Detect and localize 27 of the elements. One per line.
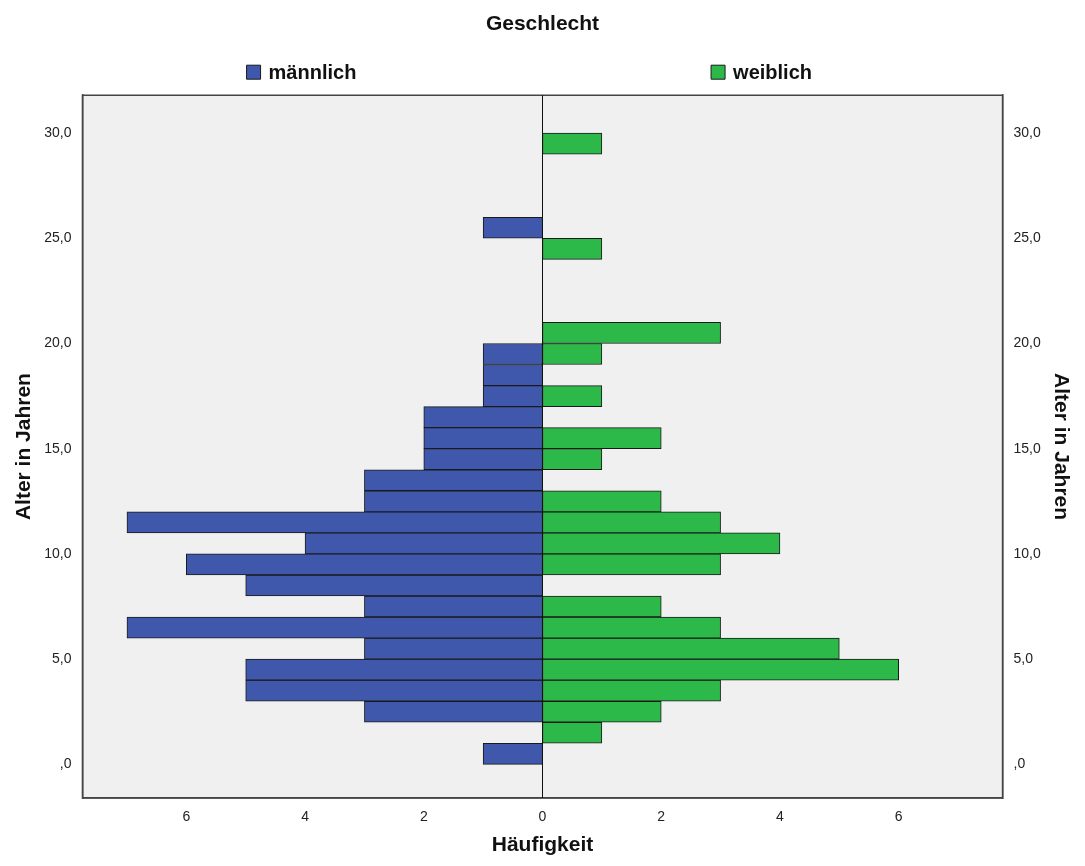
x-tick-label: 4 xyxy=(776,808,785,825)
x-axis-title: Häufigkeit xyxy=(491,832,594,856)
legend-label: männlich xyxy=(268,61,357,84)
y2-tick-label: 30,0 xyxy=(1013,123,1042,140)
x-tick-label: 2 xyxy=(419,808,428,825)
y-tick-label: 15,0 xyxy=(44,439,72,456)
x-tick-label: 6 xyxy=(182,808,191,825)
y-axis-title: Alter in Jahren xyxy=(11,373,35,521)
x-tick-label: 6 xyxy=(894,808,903,825)
y-tick-label: 5,0 xyxy=(51,649,72,666)
chart-title: Geschlecht xyxy=(485,11,600,35)
y2-axis-title: Alter in Jahren xyxy=(1050,373,1074,521)
x-tick-label: 2 xyxy=(657,808,666,825)
y-tick-label: 25,0 xyxy=(44,229,72,246)
y-tick-label: ,0 xyxy=(59,755,72,772)
y2-tick-label: 5,0 xyxy=(1013,649,1034,666)
y2-tick-label: 15,0 xyxy=(1013,439,1042,456)
legend-label: weiblich xyxy=(732,61,812,84)
y2-tick-label: 10,0 xyxy=(1013,544,1042,561)
y-tick-label: 10,0 xyxy=(44,544,72,561)
x-tick-label: 4 xyxy=(301,808,310,825)
y2-tick-label: 20,0 xyxy=(1013,334,1042,351)
y2-tick-label: ,0 xyxy=(1013,755,1026,772)
y-tick-label: 30,0 xyxy=(44,123,72,140)
y2-tick-label: 25,0 xyxy=(1013,229,1042,246)
x-tick-label: 0 xyxy=(538,808,547,825)
y-tick-label: 20,0 xyxy=(44,334,72,351)
